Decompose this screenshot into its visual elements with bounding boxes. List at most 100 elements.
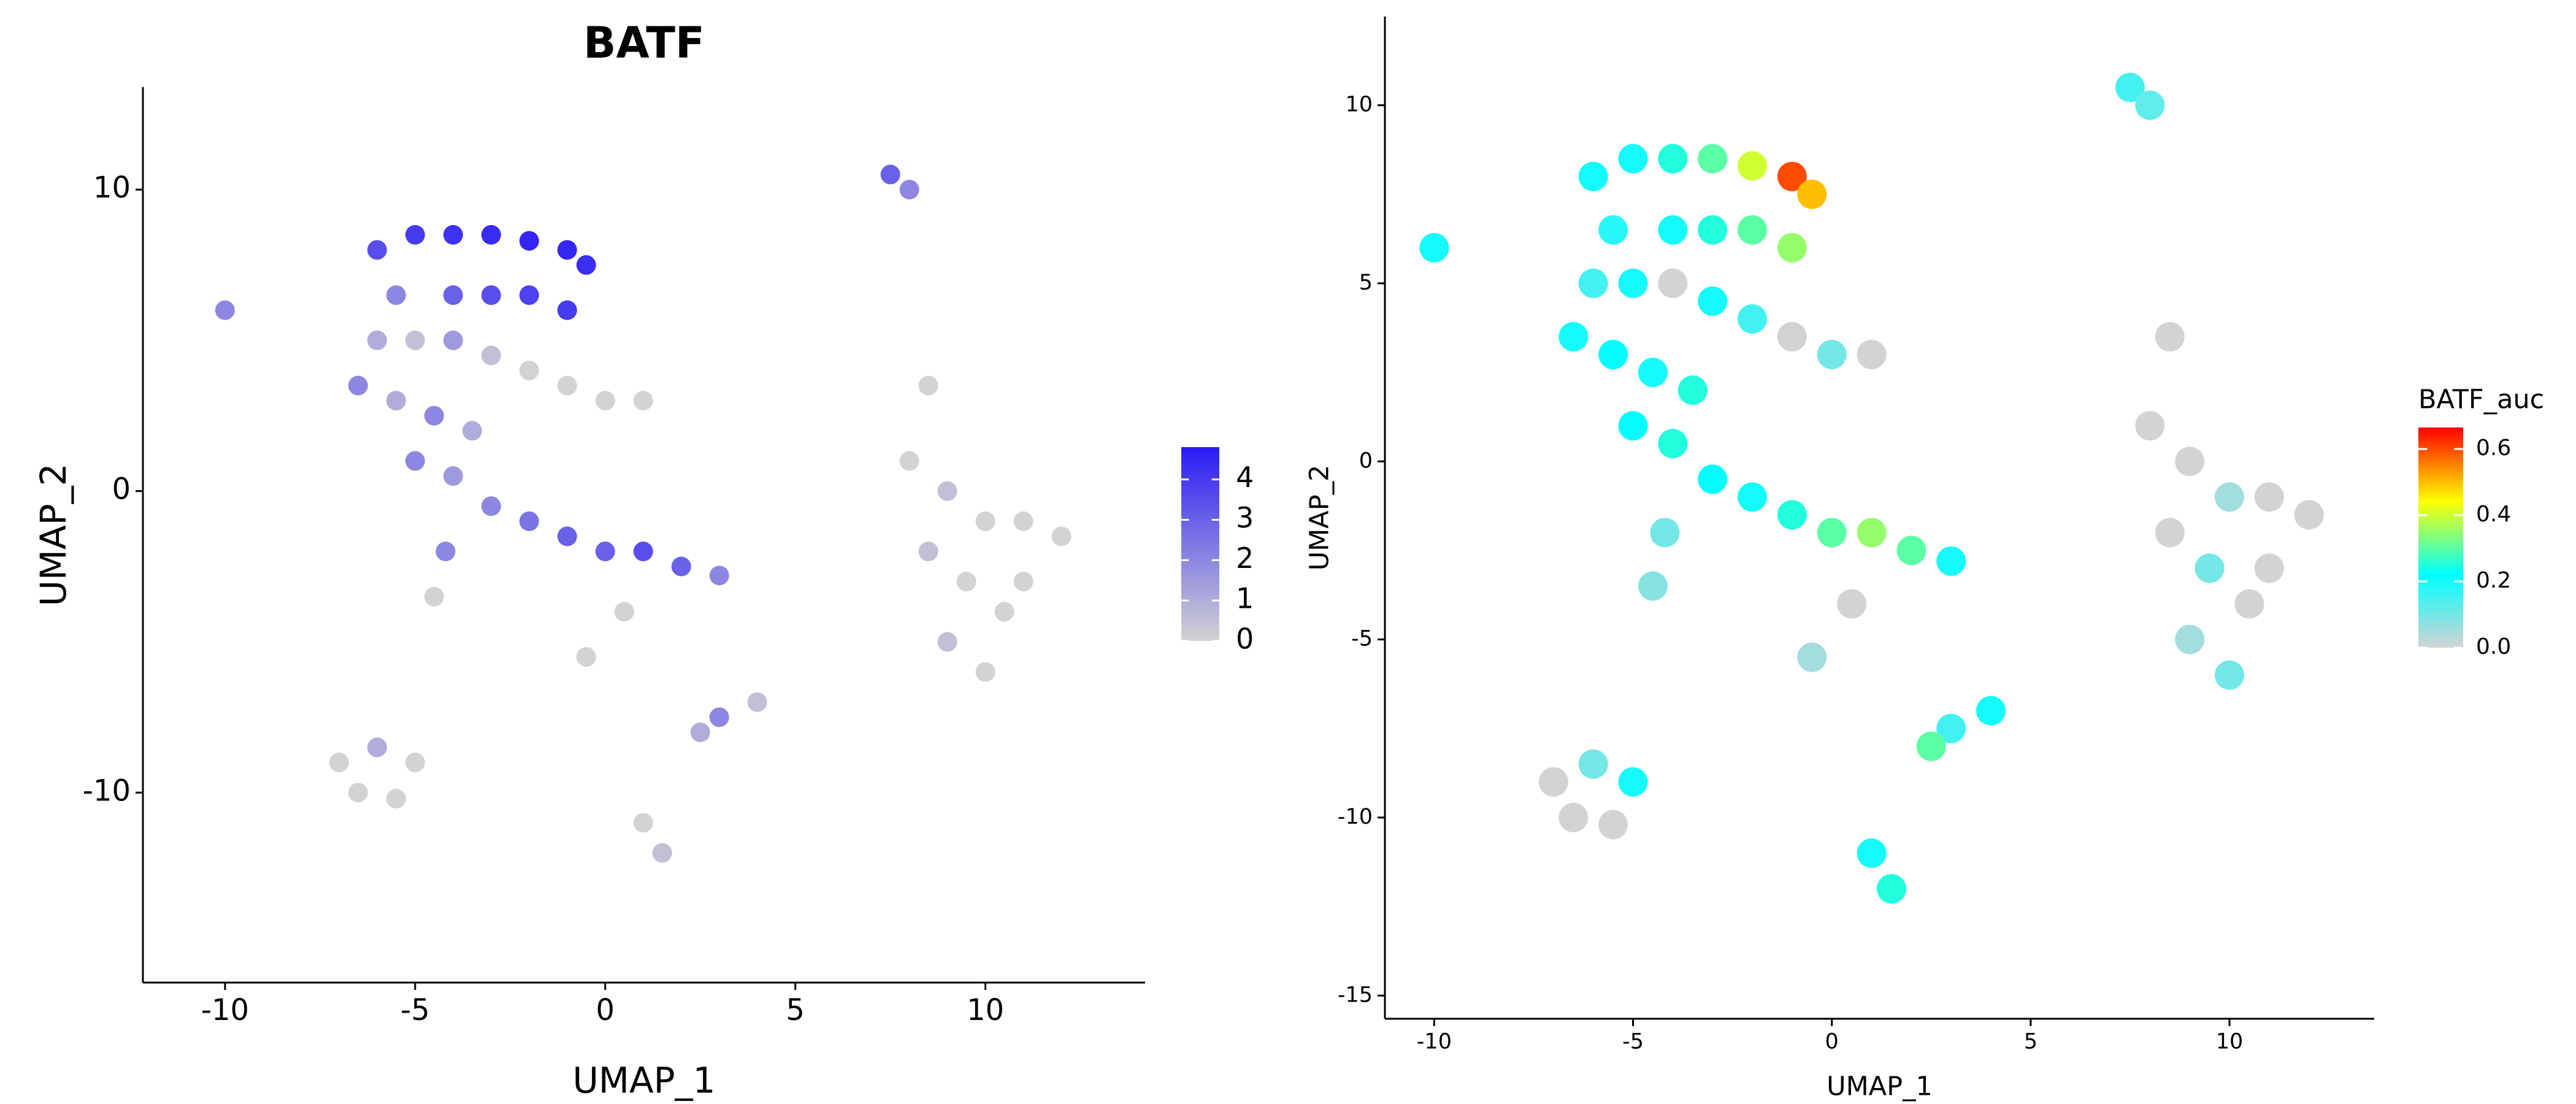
data-point <box>405 224 425 245</box>
data-point <box>1658 429 1688 459</box>
x-tick-label: -10 <box>1417 1029 1452 1054</box>
x-tick-label: 0 <box>596 993 615 1027</box>
x-tick-label: 10 <box>2216 1029 2244 1054</box>
data-point <box>1578 161 1608 191</box>
data-point <box>1876 874 1906 904</box>
data-point <box>576 255 596 275</box>
colorbar-tick-label: 3 <box>1236 501 1254 534</box>
data-point <box>1738 482 1768 512</box>
data-point <box>348 783 368 803</box>
colorbar-tick-label: 4 <box>1236 461 1254 494</box>
data-point <box>1618 144 1648 174</box>
data-point <box>1578 749 1608 779</box>
data-point <box>367 330 387 350</box>
data-point <box>1738 215 1768 245</box>
x-axis-label: UMAP_1 <box>1827 1071 1933 1102</box>
y-tick-label: -10 <box>1338 805 1373 829</box>
y-tick-label: 0 <box>1359 448 1373 473</box>
y-tick-label: -5 <box>1351 627 1373 651</box>
data-point <box>424 586 444 607</box>
data-point <box>2195 553 2225 583</box>
data-point <box>215 300 235 320</box>
data-point <box>1051 526 1071 546</box>
data-point <box>1658 268 1688 298</box>
colorbar-title: BATF_auc <box>2418 385 2544 415</box>
data-point <box>2254 482 2284 512</box>
data-point <box>2115 72 2145 102</box>
colorbar-tick-label: 0.6 <box>2476 435 2511 461</box>
data-point <box>880 164 900 185</box>
data-point <box>2254 553 2284 583</box>
data-point <box>1817 518 1847 548</box>
data-point <box>2215 482 2245 512</box>
data-point <box>519 511 539 531</box>
data-point <box>1857 838 1887 868</box>
data-point <box>1598 215 1628 245</box>
data-point <box>576 647 596 667</box>
data-point <box>1538 767 1568 797</box>
x-tick-label: 0 <box>1825 1029 1839 1054</box>
data-point <box>1976 696 2006 726</box>
data-point <box>557 240 577 260</box>
data-point <box>519 285 539 305</box>
data-point <box>975 511 995 531</box>
data-point <box>1658 215 1688 245</box>
x-tick-label: -10 <box>201 993 249 1027</box>
data-point <box>519 361 539 381</box>
x-tick-label: 10 <box>967 993 1004 1027</box>
data-point <box>1896 535 1926 565</box>
data-point <box>481 345 501 366</box>
x-tick-label: -5 <box>401 993 430 1027</box>
data-point <box>633 542 653 562</box>
x-tick-label: -5 <box>1622 1029 1644 1054</box>
data-point <box>1916 731 1946 761</box>
data-point <box>1777 161 1807 191</box>
data-point <box>1777 232 1807 263</box>
data-point <box>1936 713 1966 743</box>
data-point <box>1638 571 1668 601</box>
data-point <box>1677 375 1708 405</box>
colorbar-tick-label: 2 <box>1236 542 1254 575</box>
y-tick-label: 10 <box>1345 93 1373 117</box>
colorbar-tick-label: 0.0 <box>2476 634 2511 659</box>
data-point <box>1618 411 1648 441</box>
y-axis-label: UMAP_2 <box>1305 465 1335 571</box>
data-point <box>1777 500 1807 530</box>
data-point <box>2135 90 2165 120</box>
y-axis-label: UMAP_2 <box>33 463 74 606</box>
data-point <box>956 572 976 592</box>
data-point <box>709 707 729 727</box>
data-point <box>1558 802 1589 832</box>
y-tick-label: 0 <box>112 472 131 507</box>
data-point <box>1936 546 1966 576</box>
data-point <box>709 565 729 586</box>
x-tick-label: 5 <box>786 993 805 1027</box>
data-point <box>443 466 463 486</box>
data-point <box>1698 144 1728 174</box>
data-point <box>633 813 653 833</box>
data-point <box>2135 411 2165 441</box>
colorbar-tick-label: 0.2 <box>2476 568 2511 593</box>
data-point <box>1698 286 1728 316</box>
data-point <box>386 789 406 809</box>
x-tick-label: 5 <box>2024 1029 2037 1054</box>
y-tick-label: 10 <box>93 171 131 205</box>
data-point <box>405 330 425 350</box>
data-point <box>348 375 368 396</box>
data-point <box>405 451 425 471</box>
data-point <box>899 451 919 471</box>
data-point <box>1558 322 1589 352</box>
data-point <box>2155 322 2185 352</box>
data-point <box>1598 810 1628 840</box>
data-point <box>899 180 919 200</box>
data-point <box>443 224 463 245</box>
colorbar-tick-label: 0.4 <box>2476 502 2511 527</box>
data-point <box>1618 767 1648 797</box>
data-point <box>937 632 957 652</box>
data-point <box>2294 500 2324 530</box>
data-point <box>690 722 710 742</box>
data-point <box>2234 589 2264 619</box>
chart-title: BATF <box>583 18 705 68</box>
data-point <box>747 692 767 712</box>
